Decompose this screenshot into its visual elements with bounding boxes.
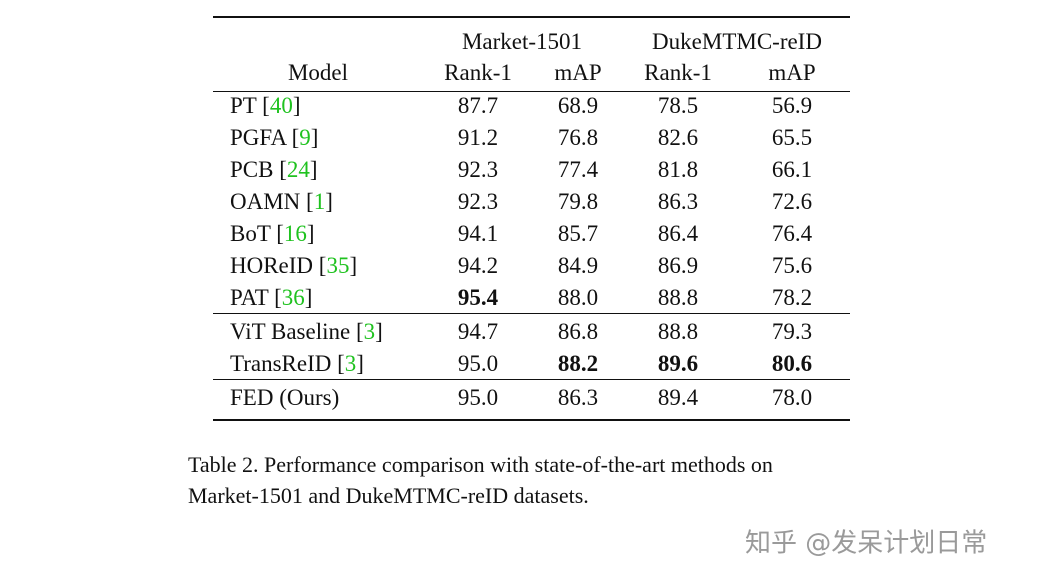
column-header: Rank-1 (644, 60, 712, 85)
citation: 36 (281, 285, 305, 310)
cell: 95.0 (457, 385, 499, 410)
citation-bracket: ] (310, 125, 319, 150)
cell: 82.6 (657, 125, 699, 150)
model-label: BoT [ (230, 221, 284, 246)
group-rule (213, 313, 850, 314)
model-name: ViT Baseline [3] (230, 319, 383, 345)
group-header: Market-1501 (461, 29, 583, 54)
citation-bracket: ] (349, 253, 358, 278)
cell: 91.2 (457, 125, 499, 150)
caption-line: Market-1501 and DukeMTMC-reID datasets. (188, 483, 589, 508)
cell: 77.4 (557, 157, 599, 182)
model-label: FED (Ours) (230, 385, 340, 410)
model-name: HOReID [35] (230, 253, 357, 279)
model-name: PGFA [9] (230, 125, 318, 151)
column-header: mAP (768, 60, 816, 85)
cell: 88.2 (557, 351, 599, 376)
model-label: PGFA [ (230, 125, 300, 150)
citation-bracket: ] (375, 319, 383, 344)
citation: 24 (286, 157, 310, 182)
citation: 1 (313, 189, 326, 214)
cell: 92.3 (457, 157, 499, 182)
model-name: PCB [24] (230, 157, 318, 183)
cell: 86.4 (657, 221, 699, 246)
bottom-rule (213, 419, 850, 421)
cell: 79.8 (557, 189, 599, 214)
citation-bracket: ] (325, 189, 333, 214)
cell: 78.2 (771, 285, 813, 310)
cell: 68.9 (557, 93, 599, 118)
cell: 86.8 (557, 319, 599, 344)
cell: 92.3 (457, 189, 499, 214)
cell: 86.9 (657, 253, 699, 278)
citation: 16 (283, 221, 307, 246)
caption-line: Table 2. Performance comparison with sta… (188, 452, 773, 477)
header-rule (213, 91, 850, 92)
citation: 9 (299, 125, 311, 150)
model-name: BoT [16] (230, 221, 315, 247)
column-header: Rank-1 (444, 60, 512, 85)
model-label: ViT Baseline [ (230, 319, 364, 344)
cell: 88.8 (657, 319, 699, 344)
cell: 87.7 (457, 93, 499, 118)
cell: 66.1 (771, 157, 813, 182)
citation: 40 (269, 93, 293, 118)
cell: 89.6 (657, 351, 699, 376)
model-label: PCB [ (230, 157, 287, 182)
cell: 84.9 (557, 253, 599, 278)
cell: 94.1 (457, 221, 499, 246)
cell: 65.5 (771, 125, 813, 150)
cell: 72.6 (771, 189, 813, 214)
model-name: TransReID [3] (230, 351, 364, 377)
cell: 80.6 (771, 351, 813, 376)
model-label: PAT [ (230, 285, 282, 310)
cell: 85.7 (557, 221, 599, 246)
group-rule (213, 379, 850, 380)
citation-bracket: ] (304, 285, 313, 310)
model-name: OAMN [1] (230, 189, 333, 215)
cell: 75.6 (771, 253, 813, 278)
citation-bracket: ] (292, 93, 301, 118)
cell: 94.7 (457, 319, 499, 344)
model-label: PT [ (230, 93, 270, 118)
citation-bracket: ] (356, 351, 364, 376)
model-name: FED (Ours) (230, 385, 339, 411)
cell: 88.0 (557, 285, 599, 310)
cell: 86.3 (557, 385, 599, 410)
citation-bracket: ] (309, 157, 318, 182)
cell: 81.8 (657, 157, 699, 182)
top-rule (213, 16, 850, 18)
group-header: DukeMTMC-reID (652, 29, 822, 54)
cell: 79.3 (771, 319, 813, 344)
column-header: Model (287, 60, 349, 85)
cell: 56.9 (771, 93, 813, 118)
model-label: TransReID [ (230, 351, 345, 376)
cell: 89.4 (657, 385, 699, 410)
cell: 78.0 (771, 385, 813, 410)
cell: 95.0 (457, 351, 499, 376)
citation: 3 (344, 351, 357, 376)
model-label: OAMN [ (230, 189, 314, 214)
cell: 95.4 (457, 285, 499, 310)
cell: 88.8 (657, 285, 699, 310)
cell: 86.3 (657, 189, 699, 214)
cell: 78.5 (657, 93, 699, 118)
cell: 94.2 (457, 253, 499, 278)
model-name: PAT [36] (230, 285, 312, 311)
citation: 35 (326, 253, 350, 278)
model-label: HOReID [ (230, 253, 327, 278)
model-name: PT [40] (230, 93, 301, 119)
citation: 3 (363, 319, 376, 344)
column-header: mAP (554, 60, 602, 85)
watermark: 知乎 @发呆计划日常 (745, 528, 988, 559)
citation-bracket: ] (306, 221, 315, 246)
cell: 76.8 (557, 125, 599, 150)
cell: 76.4 (771, 221, 813, 246)
